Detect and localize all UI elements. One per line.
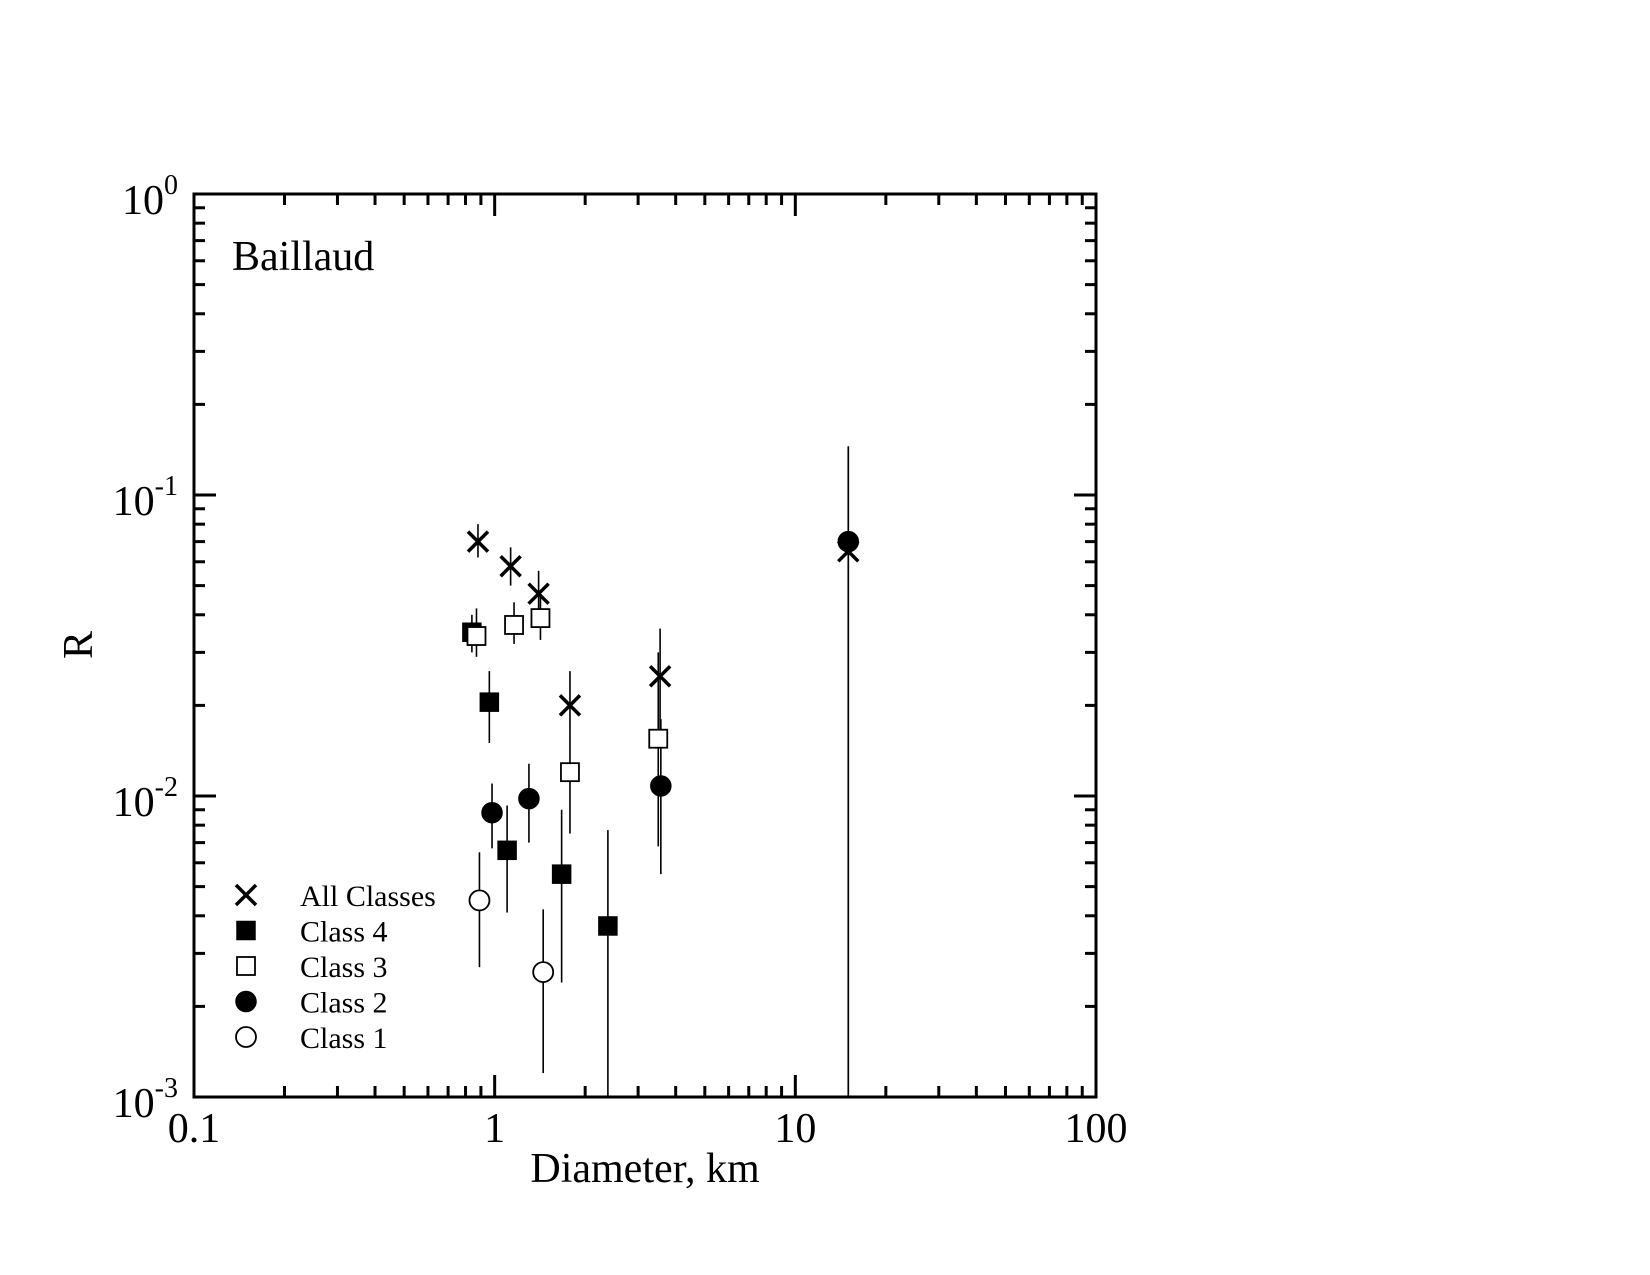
y-tick-label: 100 [122, 170, 178, 224]
all-classes-point [527, 582, 550, 605]
legend-label-class-4: Class 4 [300, 916, 388, 949]
class-4-point [598, 916, 618, 936]
y-tick-label: 10-1 [113, 471, 178, 525]
chart-annotation: Baillaud [232, 234, 374, 280]
class-3-point [530, 608, 551, 628]
class-2-point [518, 787, 540, 810]
x-axis-label: Diameter, km [530, 1146, 760, 1192]
legend-label-class-2: Class 2 [300, 987, 388, 1020]
error-bars [471, 446, 850, 1097]
legend-marker-class-2 [235, 990, 257, 1013]
class-4-point [497, 840, 517, 861]
legend-label-class-1: Class 1 [300, 1022, 388, 1055]
x-tick-labels: 0.1 1 10 100 [168, 1106, 1128, 1152]
all-classes-point [499, 554, 522, 578]
y-tick-label: 10-2 [113, 772, 178, 826]
x-tick-label: 1 [484, 1106, 505, 1152]
data-markers [462, 530, 860, 983]
x-tick-label: 0.1 [168, 1106, 221, 1152]
legend-label-all-classes: All Classes [300, 880, 436, 913]
legend-label-class-3: Class 3 [300, 951, 388, 984]
tick-marks [192, 194, 1096, 1099]
y-tick-label: 10-3 [113, 1073, 178, 1127]
all-classes-point [466, 530, 490, 553]
class-4-point [479, 692, 500, 712]
class-1-point [468, 889, 491, 912]
class-3-point [560, 762, 580, 783]
all-classes-point [648, 664, 672, 688]
legend-marker-class-4 [236, 920, 256, 941]
class-2-point [481, 801, 503, 824]
legend-marker-all-classes [234, 883, 258, 907]
class-4-point [551, 864, 572, 884]
class-2-point [650, 775, 672, 797]
all-classes-point [558, 694, 582, 717]
x-tick-label: 100 [1065, 1106, 1128, 1152]
class-3-point [504, 615, 524, 635]
x-tick-label: 10 [774, 1106, 816, 1152]
legend-marker-class-3 [236, 956, 256, 976]
class-3-point [466, 626, 487, 646]
y-tick-labels: 10-3 10-2 10-1 100 [113, 170, 178, 1127]
class-1-point [532, 961, 555, 983]
class-2-point [837, 530, 860, 553]
class-3-point [648, 728, 669, 749]
plot-frame [192, 192, 1098, 1099]
legend-marker-class-1 [235, 1026, 257, 1048]
y-axis-label: R [56, 631, 102, 659]
